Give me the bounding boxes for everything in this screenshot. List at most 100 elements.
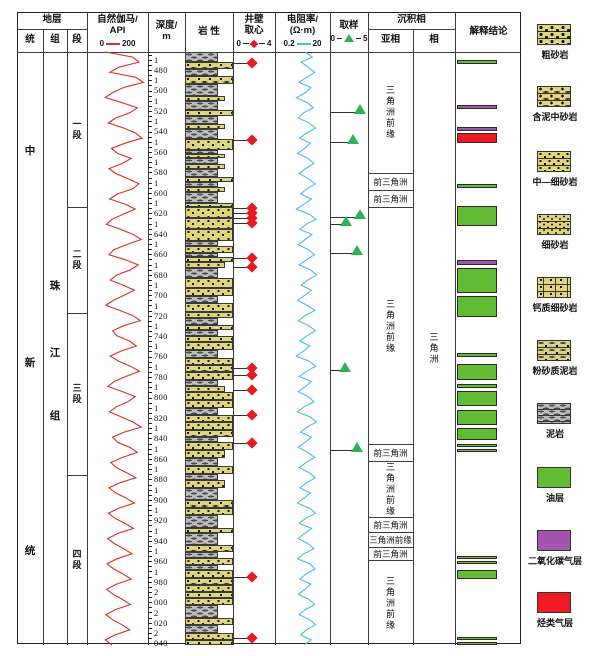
formation-label: 珠 — [49, 280, 61, 292]
lith-layer-mudstone — [185, 350, 218, 358]
depth-tick — [148, 346, 152, 348]
depth-label: 1 640 — [154, 218, 168, 239]
depth-tick — [148, 576, 152, 578]
table-border — [17, 12, 521, 644]
facies-title: 沉积相 — [397, 14, 426, 26]
depth-label: 1 760 — [154, 341, 168, 362]
lith-layer-sandstone — [185, 633, 233, 640]
log-curve — [104, 51, 145, 646]
depth-label: 1 880 — [154, 464, 168, 485]
core-line — [233, 213, 252, 214]
triangle-icon — [344, 34, 354, 43]
grid-line — [148, 12, 149, 645]
depth-label: 1 480 — [154, 55, 168, 75]
lith-layer-sandstone — [185, 139, 233, 150]
depth-label: 2 000 — [154, 587, 168, 608]
depth-tick — [148, 494, 152, 496]
legend-swatch-medium-fine-sand — [537, 151, 571, 172]
lith-layer-sandstone — [185, 164, 225, 169]
depth-tick — [148, 136, 152, 138]
lithology-title: 岩 性 — [198, 25, 220, 37]
lithology-header: 岩 性 — [185, 12, 233, 52]
sampling-scale: 0 5 — [331, 34, 368, 43]
lith-layer-sandstone — [185, 177, 233, 182]
coring-min: 0 — [236, 39, 241, 49]
lith-layer-mudstone — [185, 458, 218, 466]
resistivity-scale: 0.2 20 — [283, 39, 321, 48]
grid-line — [87, 12, 88, 645]
core-line — [233, 267, 252, 268]
depth-tick — [148, 525, 152, 527]
depth-tick — [148, 586, 152, 588]
depth-tick — [148, 105, 152, 107]
lith-layer-mudstone — [185, 330, 218, 336]
depth-tick — [148, 290, 152, 292]
depth-tick — [148, 213, 152, 215]
resistivity-scale-line — [296, 42, 311, 45]
lith-layer-sandstone — [185, 570, 233, 578]
result-bar-co2 — [457, 260, 497, 265]
legend-swatch-oil-layer — [537, 467, 571, 488]
depth-tick — [148, 397, 152, 399]
result-bar-oil — [457, 384, 497, 388]
depth-tick — [148, 244, 152, 246]
core-line — [233, 638, 252, 639]
lith-layer-sandstone — [185, 110, 233, 116]
core-line — [233, 368, 252, 369]
depth-label: 1 900 — [154, 484, 168, 505]
legend-swatch-coarse-sand — [537, 24, 571, 45]
depth-tick — [148, 382, 152, 384]
core-line — [233, 390, 252, 391]
depth-tick — [148, 438, 152, 440]
depth-tick — [148, 515, 152, 517]
subfacies-col-header: 亚相 — [368, 29, 413, 52]
gamma-title: 自然伽马/ — [97, 14, 138, 26]
depth-tick — [148, 325, 152, 327]
depth-tick — [148, 75, 152, 77]
result-bar-co2 — [457, 105, 497, 109]
sample-line — [330, 224, 346, 225]
sampling-title: 取样 — [339, 19, 359, 31]
subfacies-col-label: 亚相 — [380, 34, 400, 46]
strat-header: 地层 — [17, 12, 87, 29]
depth-tick — [148, 632, 152, 634]
core-line — [233, 375, 252, 376]
depth-tick — [148, 131, 152, 133]
depth-tick — [148, 612, 152, 614]
depth-label: 1 680 — [154, 259, 168, 280]
member-label: 四段 — [71, 549, 82, 571]
coring-title-2: 取心 — [244, 25, 264, 37]
depth-tick — [148, 356, 152, 358]
subfacies-label: 三角洲前缘 — [385, 462, 395, 517]
depth-tick — [148, 607, 152, 609]
depth-tick — [148, 561, 152, 563]
subfacies-label: 前三角洲 — [373, 177, 408, 187]
facies-label: 三角洲 — [428, 332, 439, 365]
lith-layer-mudstone — [185, 437, 218, 442]
subfacies-label: 三角洲前缘 — [385, 575, 395, 631]
depth-tick — [148, 602, 152, 604]
depth-tick — [148, 469, 152, 471]
lith-layer-mudstone — [185, 408, 218, 415]
lith-layer-sandstone — [185, 528, 233, 533]
subfacies-label: 前三角洲 — [373, 448, 408, 458]
depth-label: 1 980 — [154, 566, 168, 587]
lith-layer-mudstone — [185, 253, 218, 257]
lith-layer-sandstone — [185, 508, 233, 515]
lith-layer-sandstone — [185, 229, 233, 241]
legend-swatch-co2-gas-layer — [537, 530, 571, 551]
depth-tick — [148, 402, 152, 404]
depth-tick — [148, 151, 152, 153]
depth-tick — [148, 249, 152, 251]
resistivity-title: 电阻率/ — [286, 14, 319, 26]
subfacies-segment: 前三角洲 — [368, 547, 413, 560]
depth-tick — [148, 341, 152, 343]
depth-label: 1 500 — [154, 75, 168, 96]
depth-tick — [148, 418, 152, 419]
depth-title: 深度/ — [155, 20, 178, 32]
result-bar-oil — [457, 561, 497, 564]
result-bar-oil — [457, 642, 497, 645]
depth-tick — [148, 203, 152, 205]
lith-layer-sandstone — [185, 342, 233, 350]
